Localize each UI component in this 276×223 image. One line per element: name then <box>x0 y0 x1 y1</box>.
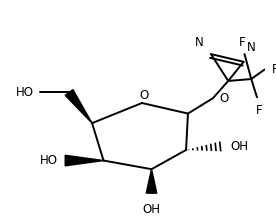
Text: F: F <box>256 104 262 117</box>
Text: HO: HO <box>15 86 34 99</box>
Text: O: O <box>220 92 229 105</box>
Text: N: N <box>246 41 255 54</box>
Text: OH: OH <box>230 140 248 153</box>
Text: F: F <box>271 63 276 76</box>
Text: HO: HO <box>39 154 57 167</box>
Polygon shape <box>65 155 104 166</box>
Text: OH: OH <box>142 203 161 216</box>
Polygon shape <box>65 90 92 123</box>
Text: N: N <box>195 36 203 49</box>
Text: F: F <box>239 36 246 49</box>
Text: O: O <box>139 89 148 102</box>
Polygon shape <box>146 169 157 193</box>
